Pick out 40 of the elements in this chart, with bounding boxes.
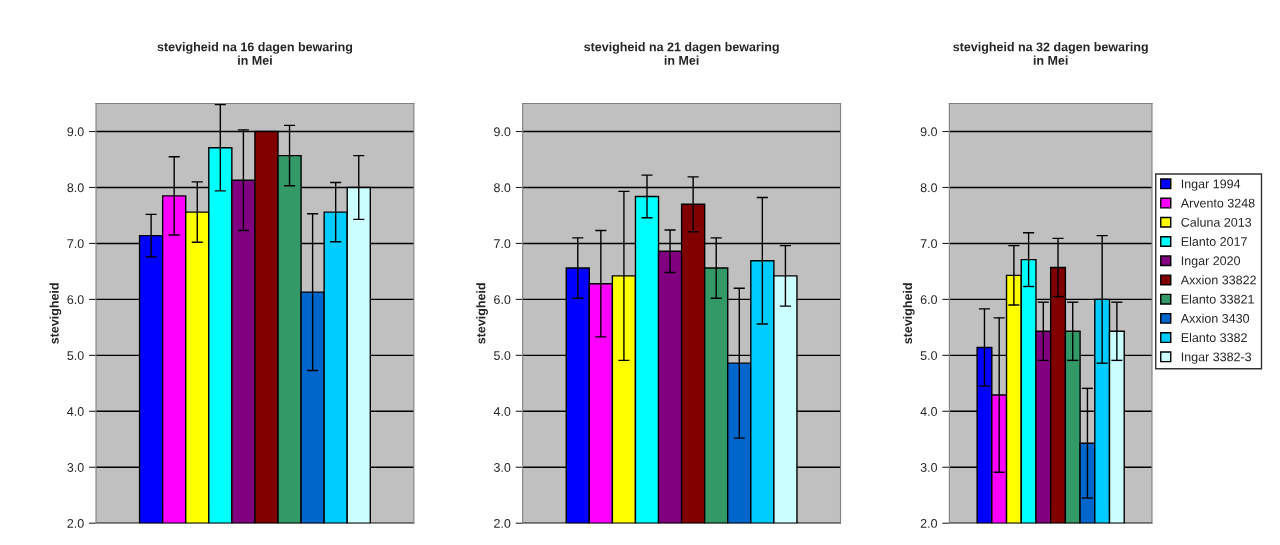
y-tick-label: 3.0 bbox=[493, 463, 511, 472]
chart-title: stevigheid na 32 dagen bewaring in Mei bbox=[953, 42, 1148, 65]
y-tick-label: 2.0 bbox=[920, 519, 938, 528]
y-tick-label: 4.0 bbox=[493, 407, 511, 416]
y-axis-title: stevigheid bbox=[49, 283, 62, 344]
y-tick-label: 2.0 bbox=[494, 519, 511, 528]
y-tick-label: 6.0 bbox=[67, 295, 84, 305]
legend-label: Axxion 33822 bbox=[1180, 275, 1256, 285]
y-tick-label: 6.0 bbox=[494, 295, 511, 305]
y-tick-label: 5.0 bbox=[493, 351, 511, 360]
chart-title: stevigheid na 21 dagen bewaring in Mei bbox=[584, 42, 779, 65]
y-tick-label: 6.0 bbox=[920, 295, 938, 305]
y-tick-label: 8.0 bbox=[920, 183, 938, 193]
y-tick-label: 9.0 bbox=[494, 127, 511, 137]
y-tick-label: 7.0 bbox=[67, 239, 84, 249]
legend-label: Arvento 3248 bbox=[1180, 198, 1255, 208]
y-tick-label: 7.0 bbox=[920, 239, 938, 249]
legend-label: Axxion 3430 bbox=[1180, 313, 1250, 323]
legend-label: Ingar 1994 bbox=[1181, 179, 1241, 191]
legend-label: Elanto 2017 bbox=[1181, 236, 1247, 246]
y-axis-title: stevigheid bbox=[476, 283, 488, 344]
y-axis-title: stevigheid bbox=[902, 283, 915, 344]
y-tick-label: 3.0 bbox=[67, 463, 84, 472]
y-tick-label: 5.0 bbox=[920, 351, 938, 360]
legend-label: Ingar 3382-3 bbox=[1181, 352, 1252, 364]
chart-title: stevigheid na 16 dagen bewaring in Mei bbox=[157, 42, 353, 65]
y-tick-label: 8.0 bbox=[67, 183, 84, 193]
y-tick-label: 9.0 bbox=[67, 127, 84, 137]
y-tick-label: 7.0 bbox=[494, 239, 511, 249]
y-tick-label: 9.0 bbox=[920, 127, 938, 137]
y-tick-label: 3.0 bbox=[920, 463, 938, 472]
y-tick-label: 5.0 bbox=[67, 351, 84, 360]
legend-label: Elanto 3382 bbox=[1181, 332, 1247, 343]
legend-label: Ingar 2020 bbox=[1181, 256, 1241, 268]
y-tick-label: 8.0 bbox=[494, 183, 511, 193]
legend-label: Elanto 33821 bbox=[1181, 294, 1254, 304]
y-tick-label: 4.0 bbox=[920, 407, 938, 416]
y-tick-label: 2.0 bbox=[67, 519, 84, 528]
legend-label: Caluna 2013 bbox=[1181, 217, 1252, 227]
y-tick-label: 4.0 bbox=[67, 407, 84, 416]
